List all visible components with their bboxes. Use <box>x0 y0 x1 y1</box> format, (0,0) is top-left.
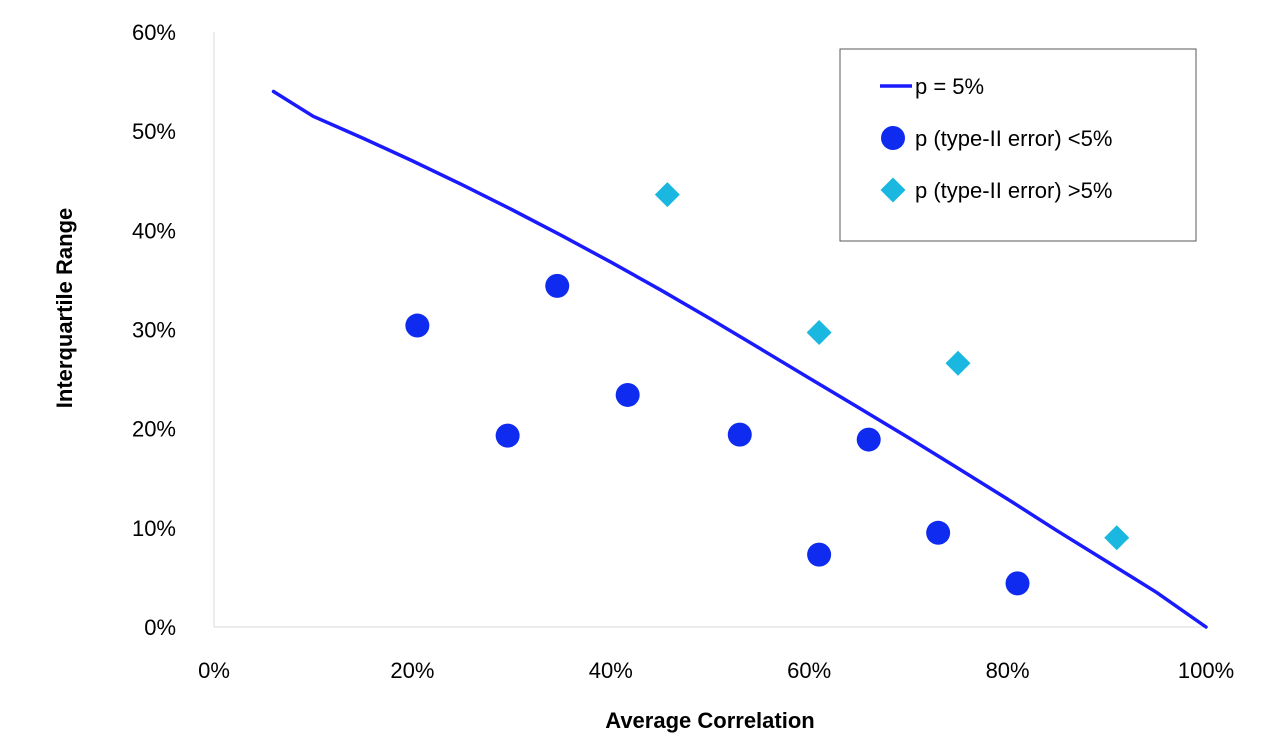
legend-label: p (type-II error) >5% <box>915 178 1112 203</box>
legend-diamond-swatch <box>880 177 906 203</box>
data-point-above-5pct <box>806 319 832 345</box>
y-axis-tick-labels: 0% 10% 20% 30% 40% 50% 60% <box>132 20 176 640</box>
series-line-p-5pct <box>271 89 1208 629</box>
x-tick-label: 80% <box>986 658 1030 683</box>
legend-item: p (type-II error) <5% <box>881 126 1112 151</box>
data-point-below-5pct <box>615 382 640 407</box>
x-tick-label: 100% <box>1178 658 1234 683</box>
data-point-below-5pct <box>495 423 520 448</box>
data-point-above-5pct <box>1104 525 1130 551</box>
legend-items: p = 5% p (type-II error) <5% p (type-II er… <box>880 74 1112 203</box>
plot-area <box>213 32 1206 628</box>
legend-circle-swatch <box>881 126 905 150</box>
y-tick-label: 60% <box>132 20 176 45</box>
y-tick-label: 0% <box>144 615 176 640</box>
data-point-below-5pct <box>1005 571 1030 596</box>
x-tick-label: 60% <box>787 658 831 683</box>
legend-item: p (type-II error) >5% <box>880 177 1112 203</box>
data-point-below-5pct <box>545 273 570 298</box>
data-point-above-5pct <box>945 350 971 376</box>
y-tick-label: 30% <box>132 318 176 343</box>
data-point-below-5pct <box>405 313 430 338</box>
y-tick-label: 40% <box>132 218 176 243</box>
x-tick-label: 0% <box>198 658 230 683</box>
series-layer <box>271 89 1208 629</box>
x-axis-tick-labels: 0% 20% 40% 60% 80% 100% <box>198 658 1234 683</box>
data-point-below-5pct <box>727 422 752 447</box>
y-tick-label: 20% <box>132 417 176 442</box>
y-tick-label: 10% <box>132 516 176 541</box>
y-tick-label: 50% <box>132 119 176 144</box>
x-tick-label: 40% <box>589 658 633 683</box>
legend-label: p = 5% <box>915 74 984 99</box>
legend-item: p = 5% <box>880 74 984 99</box>
legend: p = 5% p (type-II error) <5% p (type-II er… <box>839 48 1197 242</box>
x-tick-label: 20% <box>390 658 434 683</box>
data-point-above-5pct <box>654 182 680 208</box>
y-axis-title: Interquartile Range <box>52 208 77 408</box>
x-axis-title: Average Correlation <box>605 708 814 733</box>
data-point-below-5pct <box>856 427 881 452</box>
data-point-below-5pct <box>926 520 951 545</box>
data-point-below-5pct <box>807 542 832 567</box>
legend-label: p (type-II error) <5% <box>915 126 1112 151</box>
